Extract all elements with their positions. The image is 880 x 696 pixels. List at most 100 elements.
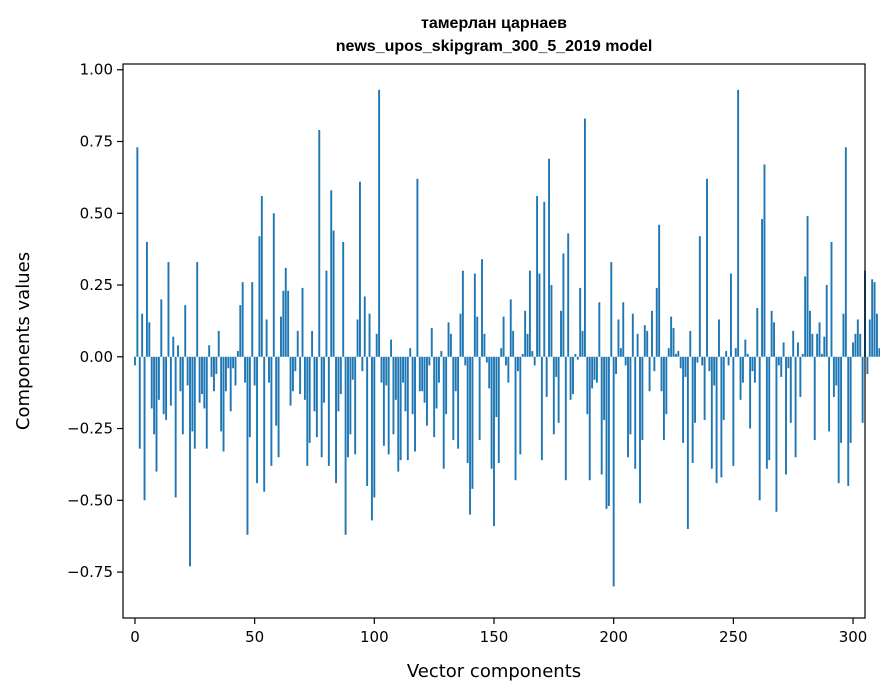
bar-component-225 xyxy=(672,328,675,357)
bar-component-154 xyxy=(502,316,505,357)
bar-component-92 xyxy=(354,356,357,455)
bar-component-78 xyxy=(320,356,323,458)
bar-component-76 xyxy=(315,356,318,438)
bar-component-309 xyxy=(873,282,876,357)
bar-component-117 xyxy=(414,356,416,452)
bar-component-63 xyxy=(284,267,287,357)
bar-component-233 xyxy=(691,356,694,463)
bar-component-174 xyxy=(550,285,553,357)
bar-component-289 xyxy=(825,285,828,357)
bar-component-21 xyxy=(184,305,187,357)
bar-component-190 xyxy=(588,356,591,481)
bar-component-257 xyxy=(749,356,752,429)
x-tick-label: 0 xyxy=(130,628,140,646)
bar-component-56 xyxy=(268,356,270,383)
bar-component-46 xyxy=(244,356,247,383)
bar-component-0 xyxy=(134,356,136,366)
bar-component-144 xyxy=(478,356,481,441)
bar-component-219 xyxy=(658,224,661,357)
bar-component-118 xyxy=(416,178,419,357)
bar-component-94 xyxy=(359,181,361,357)
bar-component-185 xyxy=(576,356,579,360)
bar-component-258 xyxy=(751,356,754,372)
x-tick-label: 150 xyxy=(480,628,509,646)
bar-component-286 xyxy=(818,322,821,357)
bar-component-140 xyxy=(469,356,472,515)
bar-component-13 xyxy=(165,356,168,420)
bar-component-91 xyxy=(351,356,354,380)
bar-component-302 xyxy=(856,319,859,357)
bar-component-22 xyxy=(186,356,189,386)
bar-component-142 xyxy=(473,273,476,357)
bar-component-215 xyxy=(648,356,651,392)
bar-component-42 xyxy=(234,356,237,386)
bar-component-161 xyxy=(519,356,522,455)
bar-component-288 xyxy=(823,336,826,357)
bar-component-80 xyxy=(325,270,328,357)
bar-component-54 xyxy=(263,356,266,492)
bar-component-277 xyxy=(797,342,799,357)
bar-component-135 xyxy=(457,356,460,449)
bar-component-24 xyxy=(191,356,194,432)
bar-component-283 xyxy=(811,333,814,357)
bar-component-159 xyxy=(514,356,517,481)
bar-component-204 xyxy=(622,302,625,357)
bar-component-278 xyxy=(799,356,802,397)
bar-component-181 xyxy=(567,233,570,357)
bar-component-96 xyxy=(363,296,366,357)
bar-component-178 xyxy=(560,310,562,357)
x-tick-label: 300 xyxy=(839,628,868,646)
bar-component-25 xyxy=(193,356,196,449)
bar-component-224 xyxy=(670,316,673,357)
bar-component-195 xyxy=(600,356,603,475)
bar-component-160 xyxy=(516,356,519,372)
bar-component-265 xyxy=(768,356,771,461)
bar-component-104 xyxy=(382,356,385,446)
bar-component-64 xyxy=(287,290,290,357)
bar-component-297 xyxy=(844,147,847,357)
bar-component-146 xyxy=(483,333,486,357)
bar-component-108 xyxy=(392,356,395,435)
bar-component-128 xyxy=(440,351,443,357)
bar-component-182 xyxy=(569,356,572,400)
bar-component-133 xyxy=(452,356,455,441)
chart-title: тамерлан царнаев xyxy=(421,15,567,32)
bar-component-249 xyxy=(730,273,732,357)
bar-component-77 xyxy=(318,130,321,357)
bar-component-173 xyxy=(548,158,550,357)
bar-component-281 xyxy=(806,216,809,357)
x-axis-label: Vector components xyxy=(407,661,581,682)
bar-component-132 xyxy=(449,333,452,357)
bar-component-205 xyxy=(624,356,627,366)
bar-component-158 xyxy=(512,330,515,357)
bar-component-299 xyxy=(849,356,852,443)
bar-component-239 xyxy=(706,178,708,357)
y-tick-label: −0.50 xyxy=(67,491,113,509)
bar-component-275 xyxy=(792,330,795,357)
bar-component-284 xyxy=(813,356,816,441)
bar-component-256 xyxy=(746,353,749,357)
bar-component-279 xyxy=(801,353,804,357)
bar-component-227 xyxy=(677,351,680,357)
bar-component-179 xyxy=(562,253,565,357)
bar-component-231 xyxy=(686,356,689,530)
bar-component-310 xyxy=(876,313,878,357)
bar-component-269 xyxy=(777,356,780,366)
bar-component-166 xyxy=(531,351,534,357)
bar-component-41 xyxy=(232,356,235,369)
bar-component-183 xyxy=(572,356,574,395)
bar-component-52 xyxy=(258,236,261,357)
bar-component-145 xyxy=(481,259,483,357)
bar-component-65 xyxy=(289,356,292,406)
bar-component-32 xyxy=(210,356,213,377)
bar-component-5 xyxy=(145,241,148,357)
bar-component-306 xyxy=(866,356,869,375)
bar-component-304 xyxy=(861,356,864,423)
bar-component-271 xyxy=(782,342,785,357)
bar-component-220 xyxy=(660,356,663,392)
bar-component-45 xyxy=(241,282,244,357)
bar-component-109 xyxy=(394,356,397,400)
bar-component-235 xyxy=(696,356,699,363)
bar-component-186 xyxy=(579,287,582,357)
